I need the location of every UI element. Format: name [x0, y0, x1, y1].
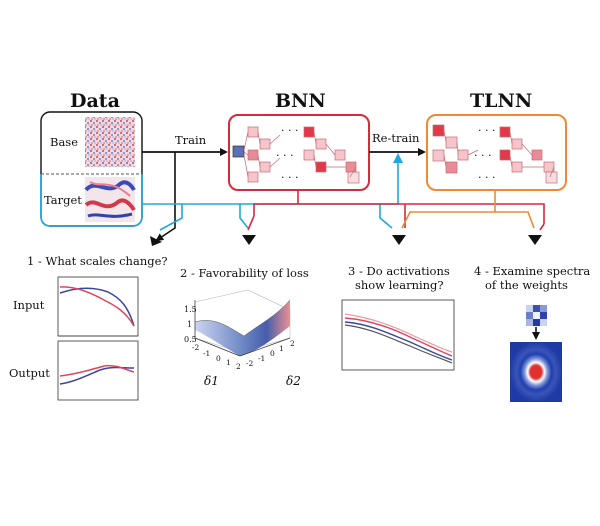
step2-title: 2 - Favorability of loss — [180, 266, 309, 280]
d1-tick-5: 2 — [236, 362, 241, 371]
bnn-ellipsis-top: · · · — [281, 124, 298, 137]
z-tick-2: 1 — [187, 320, 192, 329]
step4-title-line1: 4 - Examine spectra — [474, 264, 591, 278]
base-label: Base — [50, 135, 79, 149]
step4-arrowhead — [528, 235, 542, 245]
z-tick-3: 0.5 — [184, 335, 197, 344]
weight-kernel-image — [526, 305, 547, 326]
bnn-feed-lines — [247, 190, 545, 231]
d1-tick-4: 1 — [226, 358, 231, 367]
base-field-image — [85, 117, 135, 167]
data-header: Data — [70, 90, 120, 112]
tlnn-ellipsis-bot: · · · — [478, 171, 495, 184]
bnn-ellipsis-bot: · · · — [281, 171, 298, 184]
step3-arrowhead — [392, 235, 406, 245]
d1-tick-3: 0 — [216, 354, 221, 363]
target-field-image — [84, 177, 136, 222]
data-to-step1-line — [155, 152, 176, 242]
target-label: Target — [44, 193, 82, 207]
d1-tick-2: -1 — [203, 349, 210, 358]
retrain-label: Re-train — [372, 131, 420, 145]
step1-title: 1 - What scales change? — [27, 254, 168, 268]
loss-surface-plot — [194, 289, 291, 357]
activation-plot — [341, 299, 455, 371]
d2-tick-4: 1 — [279, 344, 284, 353]
input-spectrum-plot — [57, 276, 139, 337]
target-highlight — [40, 174, 143, 227]
d1-tick-1: -2 — [192, 343, 200, 352]
d2-tick-5: 2 — [290, 339, 295, 348]
step3-title-line1: 3 - Do activations — [348, 264, 450, 278]
z-tick-1: 1.5 — [184, 305, 197, 314]
tlnn-header: TLNN — [470, 90, 533, 112]
output-row-label: Output — [9, 366, 50, 380]
delta1-label: δ1 — [204, 374, 219, 388]
bnn-ellipsis-mid: · · · — [276, 149, 293, 162]
step3-title-line2: show learning? — [355, 278, 444, 292]
step2-arrowhead — [242, 235, 256, 245]
weight-spectrum-image — [510, 342, 562, 402]
tlnn-ellipsis-mid: · · · — [474, 149, 491, 162]
train-label: Train — [175, 133, 207, 147]
delta2-label: δ2 — [286, 374, 301, 388]
input-row-label: Input — [13, 298, 45, 312]
step1-arrowhead — [150, 236, 162, 246]
d2-tick-2: -1 — [258, 354, 265, 363]
tlnn-network-sketch — [432, 124, 558, 184]
tlnn-ellipsis-top: · · · — [478, 124, 495, 137]
output-spectrum-plot — [57, 340, 139, 401]
tlnn-feed-lines — [401, 190, 535, 229]
d2-tick-1: -2 — [246, 359, 254, 368]
d2-tick-3: 0 — [270, 349, 275, 358]
step4-title-line2: of the weights — [485, 278, 568, 292]
bnn-header: BNN — [275, 90, 326, 112]
bnn-network-sketch — [232, 126, 360, 184]
tlnn-box — [426, 114, 567, 191]
